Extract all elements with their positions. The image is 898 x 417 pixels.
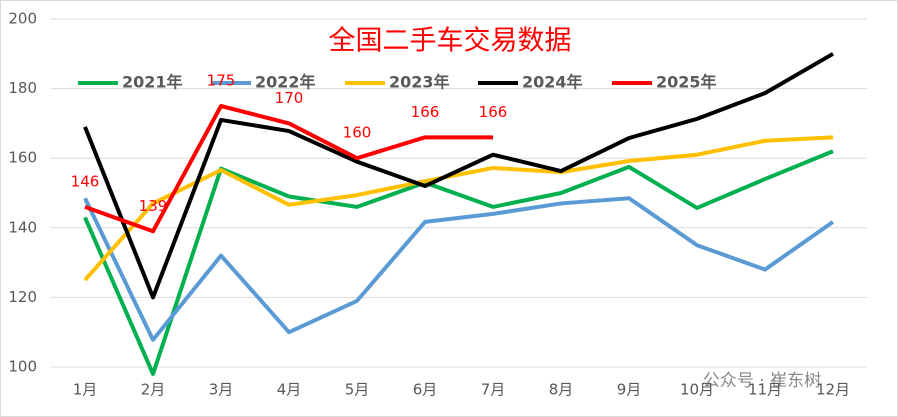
data-label: 139	[139, 197, 168, 215]
data-label: 166	[411, 103, 440, 121]
legend-label: 2021年	[122, 73, 183, 92]
legend-label: 2024年	[522, 73, 583, 92]
x-tick-label: 5月	[345, 381, 370, 399]
x-tick-label: 6月	[413, 381, 438, 399]
series-line	[83, 149, 834, 376]
x-tick-label: 3月	[209, 381, 234, 399]
y-tick-label: 140	[8, 218, 37, 236]
chart-title: 全国二手车交易数据	[329, 26, 572, 57]
y-tick-label: 160	[8, 149, 37, 167]
y-tick-label: 100	[8, 358, 37, 376]
data-label: 146	[71, 172, 100, 190]
x-tick-label: 9月	[617, 381, 642, 399]
series-line	[83, 52, 835, 300]
data-label: 166	[479, 103, 508, 121]
x-tick-label: 11月	[748, 381, 782, 399]
series-line	[83, 135, 834, 282]
legend-label: 2023年	[389, 73, 450, 92]
x-tick-label: 12月	[816, 381, 850, 399]
y-tick-label: 180	[8, 79, 37, 97]
x-tick-label: 2月	[141, 381, 166, 399]
legend-label: 2022年	[255, 73, 316, 92]
series-line	[84, 104, 493, 234]
watermark: 公众号 · 崔东树	[703, 371, 821, 391]
series-line	[83, 196, 835, 342]
x-tick-label: 7月	[481, 381, 506, 399]
x-tick-label: 10月	[680, 381, 714, 399]
data-label: 170	[275, 89, 304, 107]
x-tick-label: 8月	[549, 381, 574, 399]
data-label: 160	[343, 124, 372, 142]
data-label: 175	[207, 72, 236, 90]
y-tick-label: 120	[8, 288, 37, 306]
x-tick-label: 4月	[277, 381, 302, 399]
legend-label: 2025年	[656, 73, 717, 92]
x-tick-label: 1月	[73, 381, 98, 399]
y-tick-label: 200	[8, 10, 37, 28]
